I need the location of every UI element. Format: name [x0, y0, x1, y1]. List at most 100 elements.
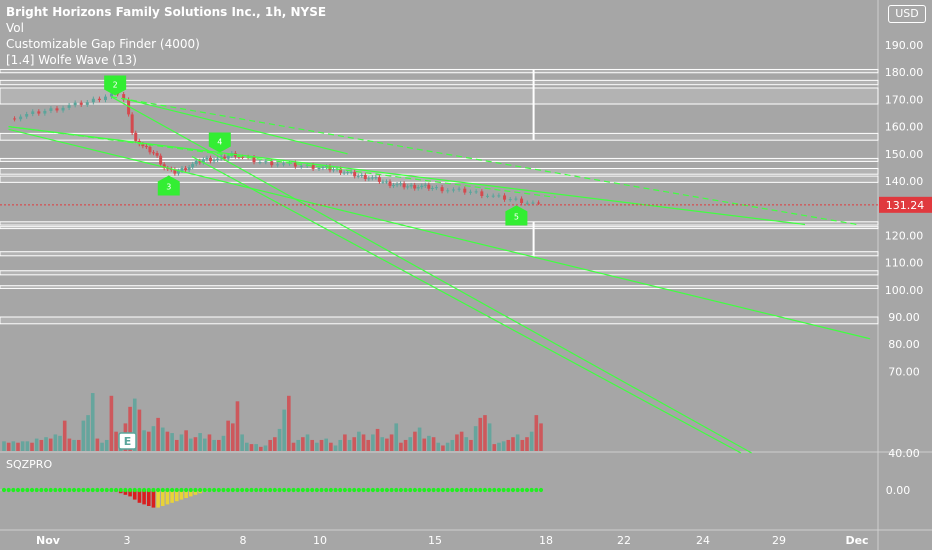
- sqz-dot: [403, 487, 408, 493]
- candle-body: [317, 167, 321, 169]
- volume-bar: [221, 435, 226, 451]
- sqz-bar: [179, 490, 184, 500]
- sqzpro-legend[interactable]: SQZPRO: [6, 458, 53, 471]
- legend-wolfe-wave[interactable]: [1.4] Wolfe Wave (13): [6, 53, 137, 67]
- x-tick-label: 8: [240, 534, 247, 547]
- sqz-dot: [412, 487, 418, 493]
- sqz-dot: [520, 487, 525, 493]
- sqz-dot: [53, 487, 58, 493]
- sqz-dot: [417, 487, 422, 493]
- candle-body: [79, 102, 83, 105]
- wolfe-point-marker: 2: [104, 75, 127, 96]
- sqz-dot: [179, 487, 184, 493]
- sqz-dot: [109, 487, 114, 493]
- volume-bar: [259, 446, 263, 451]
- candle-body: [321, 167, 325, 169]
- sqz-dot: [20, 487, 25, 493]
- volume-bar: [413, 431, 417, 451]
- candle-body: [176, 170, 180, 174]
- sqz-dot: [34, 487, 39, 493]
- sqz-dot: [277, 487, 282, 493]
- volume-bar: [394, 423, 399, 451]
- gap-band: [0, 87, 879, 105]
- candle-body: [434, 187, 438, 189]
- candle-body: [43, 110, 47, 114]
- gap-band: [0, 251, 879, 257]
- volume-bar: [296, 439, 300, 451]
- volume-bar: [431, 437, 436, 451]
- wolfe-point-marker: 3: [157, 175, 180, 196]
- sqz-dot: [90, 487, 95, 493]
- sqz-bar: [128, 490, 132, 497]
- candle-body: [503, 195, 507, 200]
- gap-band: [0, 285, 879, 289]
- volume-bar: [240, 434, 244, 451]
- volume-bar: [417, 427, 422, 451]
- wolfe-marker-shape: [505, 205, 528, 226]
- y-tick-label: 180.00: [885, 66, 924, 79]
- candle-body: [141, 144, 145, 147]
- wolfe-line: [126, 98, 348, 155]
- volume-bar: [254, 444, 258, 451]
- volume-bar: [188, 438, 193, 451]
- sqz-dot: [389, 487, 394, 493]
- gap-band: [0, 167, 879, 175]
- sqz-bar: [123, 490, 128, 495]
- candle-body: [311, 164, 315, 169]
- sqz-bar: [156, 490, 160, 508]
- sqz-dot: [258, 487, 263, 493]
- sqz-dot: [170, 487, 175, 493]
- volume-bar: [235, 401, 240, 451]
- legend-vol[interactable]: Vol: [6, 21, 24, 35]
- volume-bar: [128, 406, 132, 451]
- candle-body: [430, 187, 434, 189]
- candle-body: [276, 164, 280, 166]
- candle-body: [342, 172, 346, 174]
- sqz-dot: [506, 487, 511, 493]
- sqz-dot: [324, 487, 329, 493]
- volume-bar: [399, 442, 403, 451]
- wolfe-point-marker: 4: [208, 132, 231, 153]
- sqz-dot: [394, 487, 399, 493]
- gap-band: [0, 79, 879, 86]
- volume-bar: [58, 435, 62, 451]
- volume-bar: [81, 420, 86, 451]
- volume-bar: [305, 434, 310, 451]
- volume-bar: [6, 442, 11, 451]
- candle-body: [198, 160, 202, 163]
- sqz-dot: [408, 487, 413, 493]
- candle-body: [446, 190, 450, 192]
- sqz-y-tick-label: 0.00: [886, 484, 911, 497]
- candle-body: [237, 156, 241, 158]
- volume-bar: [445, 442, 450, 451]
- wolfe-line: [191, 155, 742, 454]
- sqz-dot: [104, 487, 109, 493]
- symbol-title[interactable]: Bright Horizons Family Solutions Inc., 1…: [6, 5, 327, 19]
- candle-body: [144, 146, 148, 148]
- legend-gap-finder[interactable]: Customizable Gap Finder (4000): [6, 37, 200, 51]
- currency-button[interactable]: USD: [888, 5, 926, 23]
- candle-body: [25, 114, 29, 117]
- sqz-dot: [272, 487, 277, 493]
- volume-bar: [146, 431, 151, 451]
- candle-body: [497, 195, 501, 197]
- candle-body: [537, 202, 541, 204]
- candle-body: [226, 155, 230, 159]
- volume-bar: [212, 439, 216, 451]
- candle-body: [282, 163, 286, 165]
- volume-bar: [389, 434, 394, 451]
- candle-body: [130, 114, 134, 133]
- candle-body: [392, 185, 396, 187]
- candle-body: [212, 159, 216, 162]
- volume-bars: [2, 393, 543, 451]
- volume-bar: [226, 420, 230, 451]
- volume-bar: [497, 442, 501, 451]
- candle-body: [299, 165, 303, 167]
- sqz-dot: [25, 487, 30, 493]
- sqz-dot: [431, 487, 436, 493]
- wolfe-line: [8, 126, 806, 226]
- sqz-dot: [454, 487, 460, 493]
- candle-body: [97, 98, 101, 101]
- volume-bar: [202, 438, 207, 451]
